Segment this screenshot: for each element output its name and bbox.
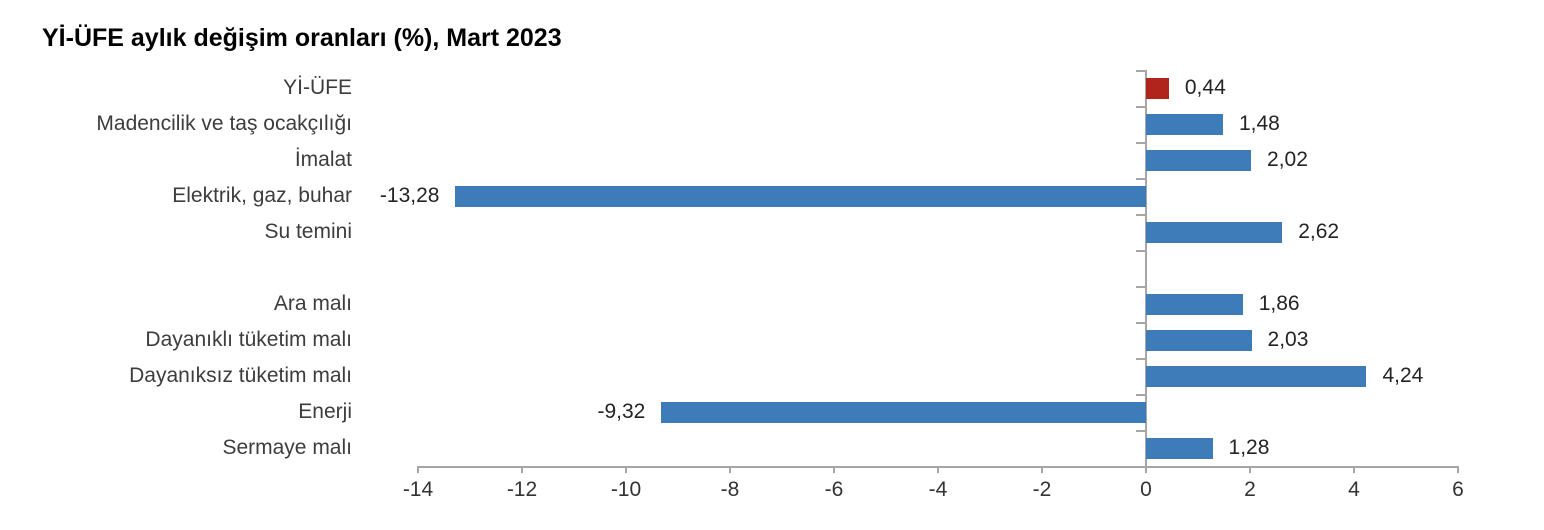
category-label: Dayanıksız tüketim malı xyxy=(129,364,352,387)
category-label: Ara malı xyxy=(273,292,352,315)
x-axis-tick xyxy=(1353,466,1355,473)
x-tick-label: -10 xyxy=(610,478,642,501)
x-axis-tick xyxy=(521,466,523,473)
x-axis-tick xyxy=(729,466,731,473)
x-axis-tick xyxy=(1249,466,1251,473)
bar-value-label: 0,44 xyxy=(1184,76,1226,99)
x-axis-tick xyxy=(1145,466,1147,473)
y-axis-tick xyxy=(1136,178,1146,180)
x-axis-tick xyxy=(1041,466,1043,473)
bar-value-label: 1,86 xyxy=(1258,292,1300,315)
x-tick-label: -14 xyxy=(402,478,434,501)
x-axis-tick xyxy=(625,466,627,473)
y-axis-tick xyxy=(1136,70,1146,72)
bar-value-label: 1,28 xyxy=(1228,436,1270,459)
x-tick-label: 4 xyxy=(1348,478,1360,501)
bar-value-label: 4,24 xyxy=(1382,364,1424,387)
bar-value-label: 2,02 xyxy=(1267,148,1308,171)
category-label: İmalat xyxy=(294,148,352,171)
category-label: Sermaye malı xyxy=(222,436,352,459)
y-axis-tick xyxy=(1136,106,1146,108)
x-tick-label: 2 xyxy=(1244,478,1256,501)
x-tick-label: -4 xyxy=(928,478,948,501)
category-label: Elektrik, gaz, buhar xyxy=(172,184,352,207)
bar xyxy=(1146,365,1367,387)
category-label: Su temini xyxy=(264,220,352,243)
y-axis-tick xyxy=(1136,142,1146,144)
bar xyxy=(1146,77,1169,99)
category-label: Yİ-ÜFE xyxy=(283,76,352,99)
y-axis-tick xyxy=(1136,214,1146,216)
y-axis-line xyxy=(1145,70,1147,466)
y-axis-tick xyxy=(1136,466,1146,468)
bar xyxy=(661,401,1146,423)
bar-value-label: -13,28 xyxy=(379,184,440,207)
bar xyxy=(1146,293,1243,315)
x-tick-label: -6 xyxy=(824,478,844,501)
bar-value-label: -9,32 xyxy=(597,400,646,423)
bar xyxy=(455,185,1146,207)
bar xyxy=(1146,329,1252,351)
x-axis-tick xyxy=(417,466,419,473)
x-axis-tick xyxy=(1457,466,1459,473)
y-axis-tick xyxy=(1136,286,1146,288)
x-tick-label: 6 xyxy=(1452,478,1464,501)
category-label: Dayanıklı tüketim malı xyxy=(145,328,352,351)
x-tick-label: -2 xyxy=(1032,478,1052,501)
x-axis-tick xyxy=(937,466,939,473)
bar xyxy=(1146,437,1213,459)
y-axis-tick xyxy=(1136,250,1146,252)
category-label: Madencilik ve taş ocakçılığı xyxy=(96,112,352,135)
x-axis-tick xyxy=(833,466,835,473)
y-axis-tick xyxy=(1136,358,1146,360)
bar xyxy=(1146,221,1283,243)
category-label: Enerji xyxy=(298,400,352,423)
y-axis-tick xyxy=(1136,322,1146,324)
bar-value-label: 2,03 xyxy=(1267,328,1309,351)
y-axis-tick xyxy=(1136,430,1146,432)
x-tick-label: -8 xyxy=(720,478,740,501)
chart-title: Yİ-ÜFE aylık değişim oranları (%), Mart … xyxy=(42,24,562,52)
x-tick-label: 0 xyxy=(1140,478,1152,501)
bar xyxy=(1146,149,1252,171)
y-axis-tick xyxy=(1136,394,1146,396)
bar-value-label: 1,48 xyxy=(1238,112,1280,135)
bar xyxy=(1146,113,1223,135)
x-tick-label: -12 xyxy=(506,478,538,501)
bar-value-label: 2,62 xyxy=(1298,220,1340,243)
